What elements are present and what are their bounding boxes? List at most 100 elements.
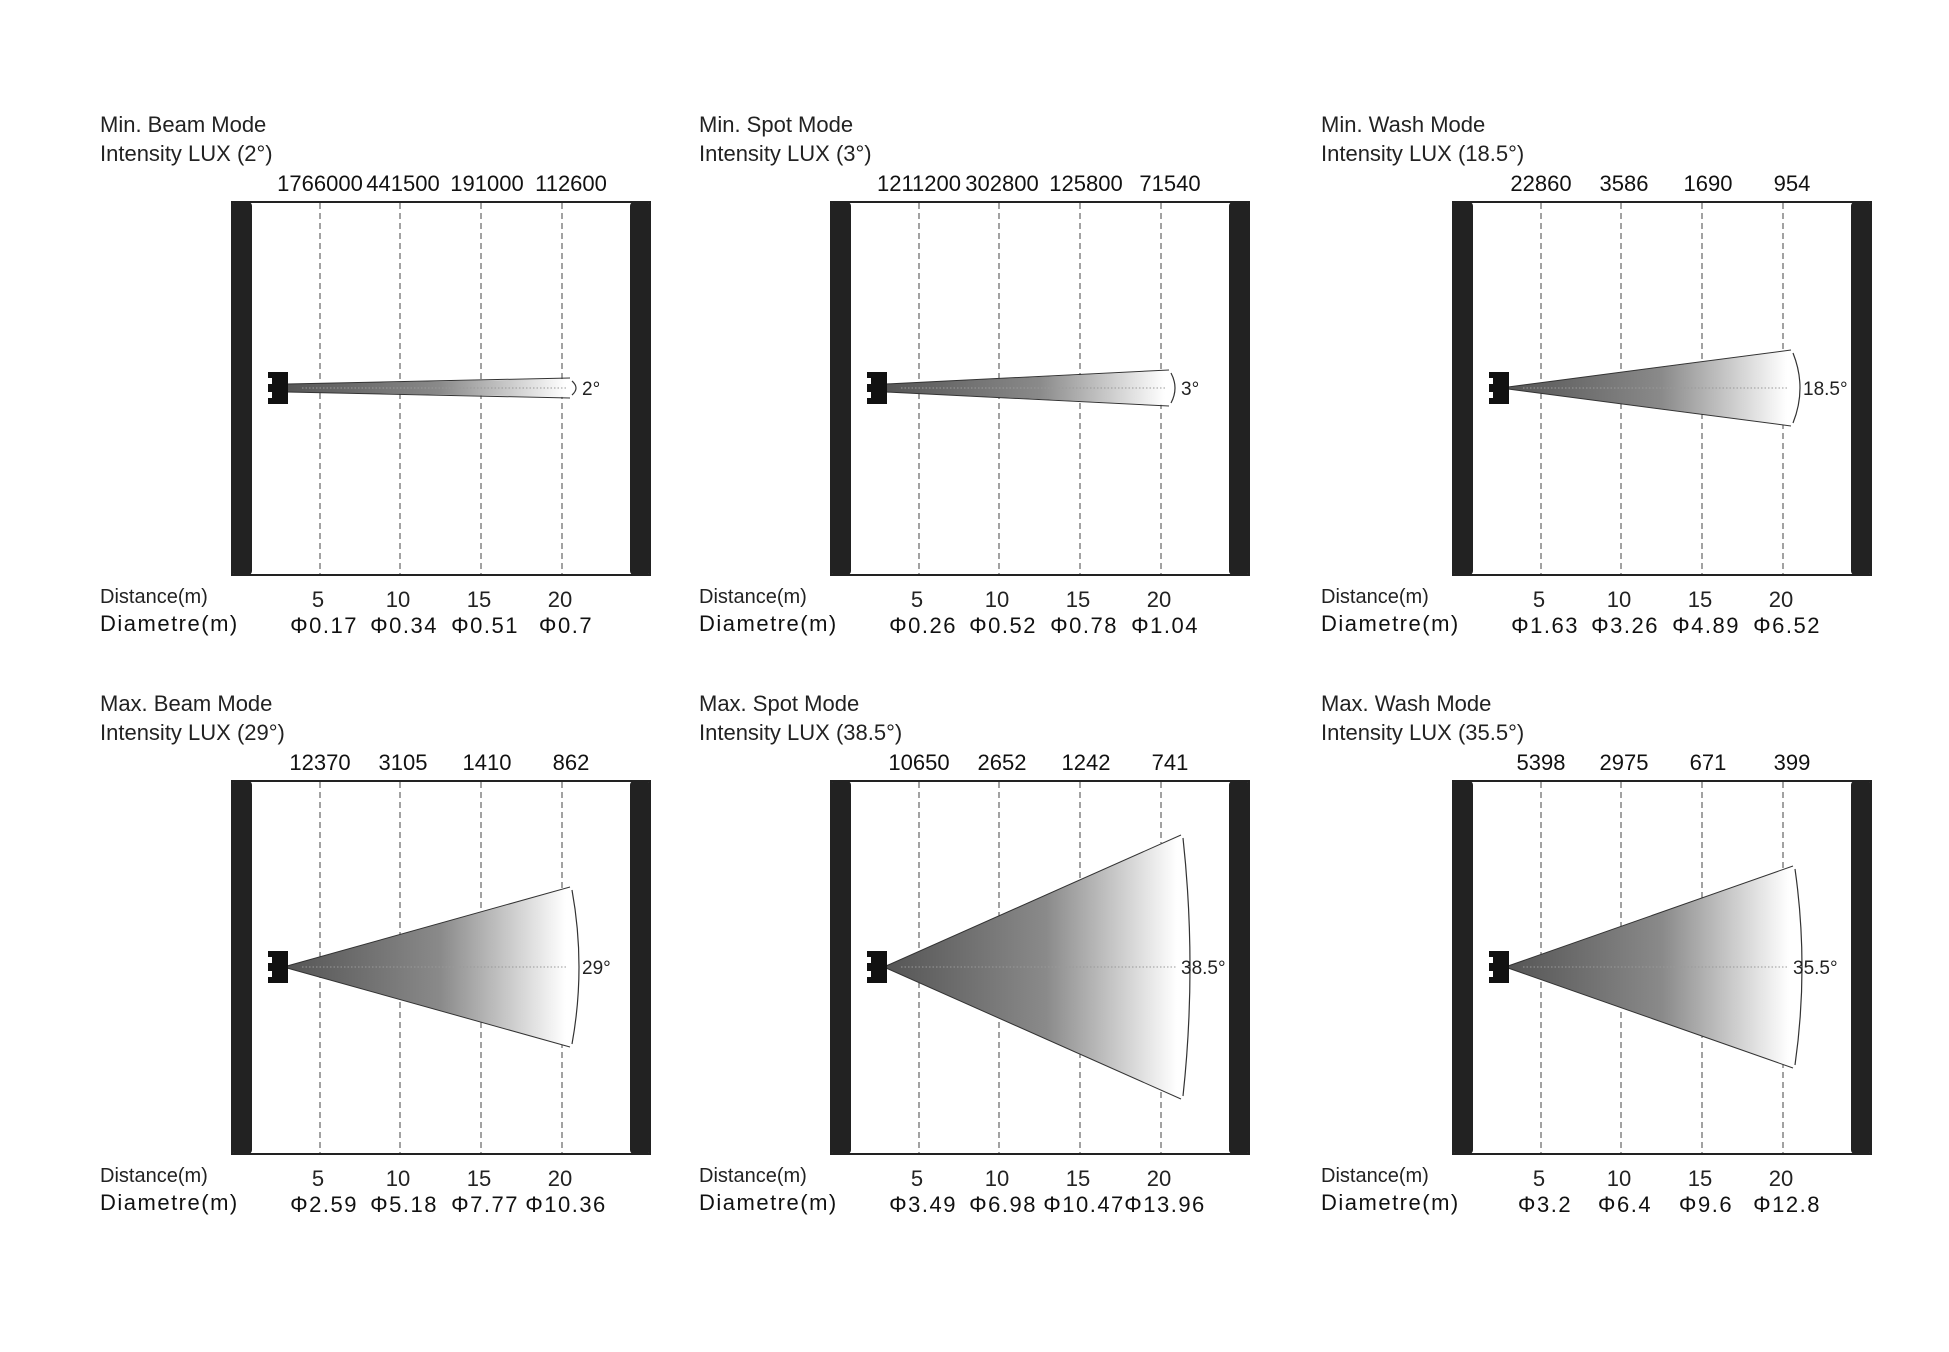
diameter-label: Diametre(m) (1321, 1190, 1460, 1215)
distance-value: 10 (386, 1166, 410, 1191)
distance-label: Distance(m) (699, 1165, 807, 1187)
frame-left-bar (831, 202, 851, 575)
lux-value: 1211200 (877, 171, 961, 196)
diameter-value: Φ3.49 (889, 1192, 957, 1217)
distance-label: Distance(m) (1321, 586, 1429, 608)
fixture-icon (1489, 951, 1509, 983)
diameter-value: Φ6.52 (1753, 613, 1821, 638)
frame-right-bar (630, 781, 650, 1154)
angle-label: 35.5° (1793, 958, 1838, 979)
lux-value: 3586 (1600, 171, 1649, 196)
lux-value: 10650 (888, 750, 949, 775)
frame-right-bar (1229, 202, 1249, 575)
beam-edge (286, 967, 571, 1048)
diameter-value: Φ1.63 (1511, 613, 1579, 638)
lux-value: 1410 (463, 750, 512, 775)
beam-edge (1507, 967, 1794, 1069)
diameter-label: Diametre(m) (1321, 611, 1460, 636)
angle-arc (1792, 352, 1801, 424)
frame-left-bar (831, 781, 851, 1154)
diameter-value: Φ0.78 (1050, 613, 1118, 638)
beam-panel: Max. Spot Mode Intensity LUX (38.5°) 38.5°… (699, 691, 1250, 1217)
lux-value: 741 (1152, 750, 1189, 775)
panel-subtitle: Intensity LUX (35.5°) (1321, 720, 1524, 745)
diameter-value: Φ0.51 (451, 613, 519, 638)
diameter-value: Φ3.2 (1518, 1192, 1572, 1217)
distance-label: Distance(m) (100, 586, 208, 608)
beam-panel: Min. Spot Mode Intensity LUX (3°) 3° 121120… (699, 112, 1250, 638)
diameter-value: Φ3.26 (1591, 613, 1659, 638)
diameter-value: Φ1.04 (1131, 613, 1199, 638)
distance-value: 10 (985, 587, 1009, 612)
diameter-label: Diametre(m) (699, 1190, 838, 1215)
diameter-value: Φ0.26 (889, 613, 957, 638)
beam-panel: Max. Beam Mode Intensity LUX (29°) 29° 1237… (100, 691, 651, 1217)
distance-value: 15 (467, 1166, 491, 1191)
panel-title: Max. Beam Mode (100, 691, 272, 716)
diameter-value: Φ10.36 (525, 1192, 607, 1217)
angle-arc (571, 380, 577, 396)
panel-title: Max. Spot Mode (699, 691, 859, 716)
lux-value: 399 (1774, 750, 1811, 775)
panel-title: Min. Spot Mode (699, 112, 853, 137)
distance-value: 15 (1688, 1166, 1712, 1191)
fixture-icon (867, 951, 887, 983)
lux-value: 12370 (289, 750, 350, 775)
distance-value: 15 (1066, 587, 1090, 612)
panel-title: Min. Wash Mode (1321, 112, 1485, 137)
diameter-value: Φ6.98 (969, 1192, 1037, 1217)
beam-edge (885, 834, 1182, 967)
lux-value: 671 (1690, 750, 1727, 775)
light-beam (287, 379, 566, 397)
diameter-label: Diametre(m) (100, 611, 239, 636)
frame-right-bar (1851, 781, 1871, 1154)
angle-label: 18.5° (1803, 379, 1848, 400)
distance-value: 5 (911, 1166, 923, 1191)
angle-label: 2° (582, 379, 600, 400)
light-beam (1508, 867, 1789, 1067)
frame-left-bar (1453, 781, 1473, 1154)
angle-label: 38.5° (1181, 958, 1226, 979)
panel-subtitle: Intensity LUX (18.5°) (1321, 141, 1524, 166)
beam-edge (286, 377, 571, 385)
angle-label: 3° (1181, 379, 1199, 400)
frame-left-bar (232, 202, 252, 575)
diameter-value: Φ12.8 (1753, 1192, 1821, 1217)
lux-value: 1242 (1062, 750, 1111, 775)
beam-panel: Min. Beam Mode Intensity LUX (2°) 2° 176600… (100, 112, 651, 638)
beam-edge (1507, 865, 1794, 967)
diameter-value: Φ0.7 (539, 613, 593, 638)
diameter-value: Φ0.52 (969, 613, 1037, 638)
lux-value: 2975 (1600, 750, 1649, 775)
lux-value: 2652 (978, 750, 1027, 775)
distance-value: 10 (985, 1166, 1009, 1191)
distance-value: 10 (1607, 1166, 1631, 1191)
panel-subtitle: Intensity LUX (38.5°) (699, 720, 902, 745)
frame-right-bar (1851, 202, 1871, 575)
diameter-value: Φ5.18 (370, 1192, 438, 1217)
lux-value: 22860 (1510, 171, 1571, 196)
diameter-value: Φ13.96 (1124, 1192, 1206, 1217)
distance-value: 5 (1533, 587, 1545, 612)
beam-panel: Max. Wash Mode Intensity LUX (35.5°) 35.5°… (1321, 691, 1872, 1217)
distance-value: 20 (548, 1166, 572, 1191)
distance-value: 15 (467, 587, 491, 612)
panel-subtitle: Intensity LUX (2°) (100, 141, 273, 166)
beam-edge (286, 391, 571, 399)
light-beam (287, 888, 566, 1046)
lux-value: 954 (1774, 171, 1811, 196)
diameter-value: Φ0.17 (290, 613, 358, 638)
lux-value: 3105 (379, 750, 428, 775)
lux-value: 191000 (450, 171, 523, 196)
angle-label: 29° (582, 958, 611, 979)
angle-arc (571, 889, 580, 1045)
distance-value: 10 (1607, 587, 1631, 612)
fixture-icon (867, 372, 887, 404)
distance-value: 5 (312, 587, 324, 612)
panel-title: Min. Beam Mode (100, 112, 266, 137)
lux-value: 1690 (1684, 171, 1733, 196)
lux-value: 71540 (1139, 171, 1200, 196)
distance-value: 10 (386, 587, 410, 612)
panel-subtitle: Intensity LUX (3°) (699, 141, 872, 166)
